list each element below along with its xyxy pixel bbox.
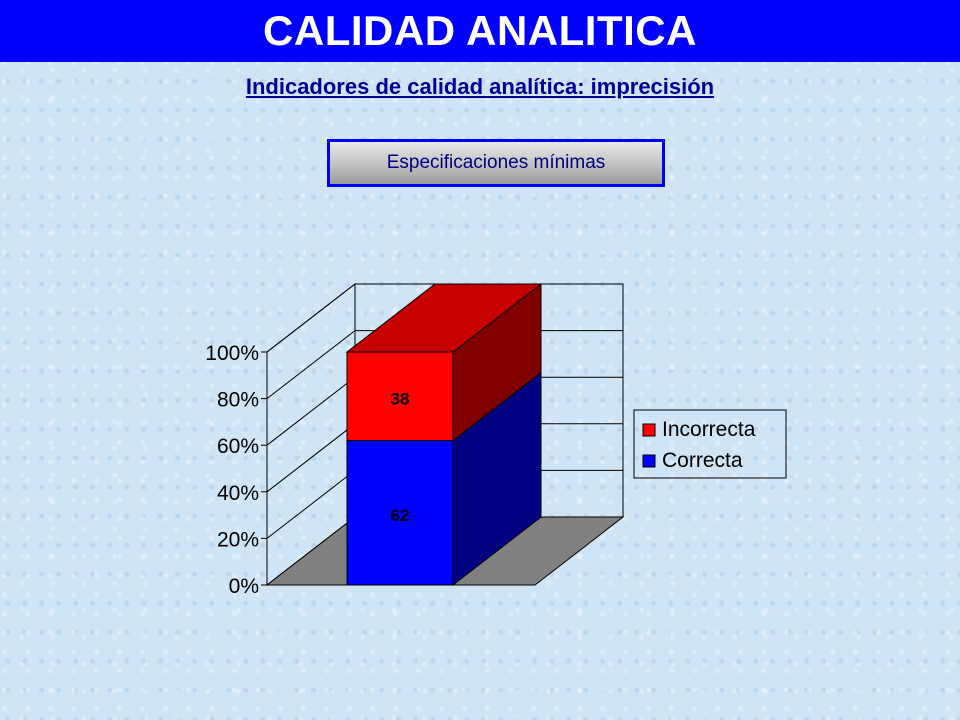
legend-label-correcta: Correcta bbox=[662, 449, 743, 472]
legend-box bbox=[633, 409, 787, 479]
y-tick-label: 80% bbox=[217, 389, 259, 412]
specifications-button[interactable]: Especificaciones mínimas bbox=[327, 139, 665, 187]
y-tick-label: 0% bbox=[229, 575, 259, 598]
bar-segment-incorrecta bbox=[346, 351, 454, 442]
legend-swatch-incorrecta bbox=[642, 423, 656, 437]
legend-label-incorrecta: Incorrecta bbox=[662, 418, 756, 441]
subtitle: Indicadores de calidad analítica: imprec… bbox=[245, 74, 715, 99]
y-tick-label: 20% bbox=[217, 528, 259, 551]
legend-swatch-correcta bbox=[642, 454, 656, 468]
y-tick-label: 60% bbox=[217, 435, 259, 458]
y-tick-label: 40% bbox=[217, 482, 259, 505]
page-title: CALIDAD ANALITICA bbox=[263, 7, 697, 54]
bar-top-incorrecta bbox=[345, 283, 543, 353]
data-label-incorrecta: 38 bbox=[391, 389, 410, 408]
title-bar: CALIDAD ANALITICA bbox=[0, 0, 960, 62]
bar-segment-correcta bbox=[346, 440, 454, 586]
data-label-correcta: 62 bbox=[391, 506, 410, 525]
y-tick-label: 100% bbox=[205, 342, 259, 365]
